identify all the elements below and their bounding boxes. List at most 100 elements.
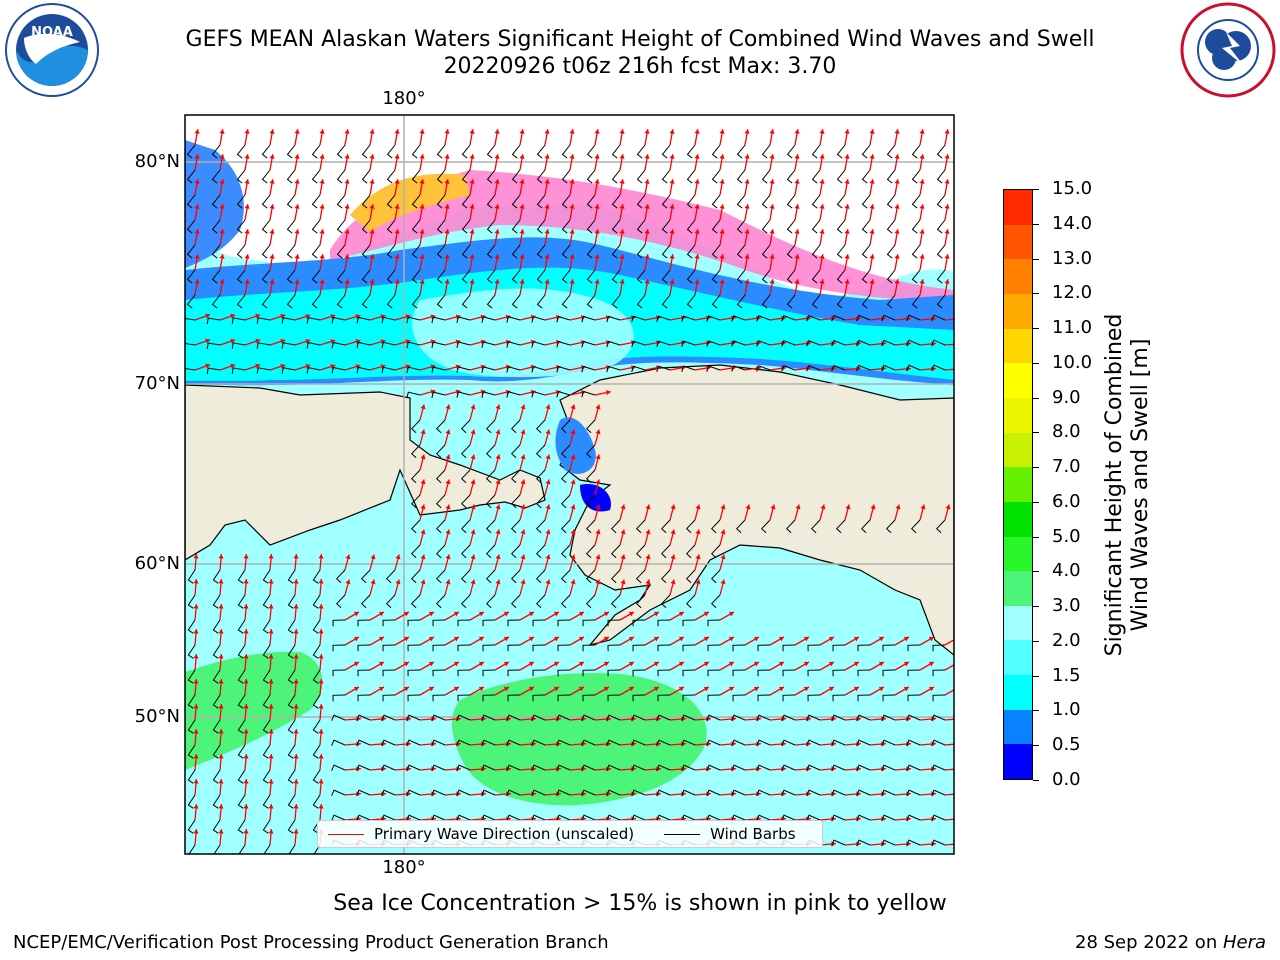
wind-barb (411, 294, 421, 309)
wind-barb (656, 739, 671, 746)
wind-barb (856, 364, 871, 372)
wind-barb (312, 569, 321, 584)
wave-direction-arrowhead (494, 279, 500, 284)
wave-direction-arrowhead (578, 661, 584, 667)
wave-direction-arrowhead (844, 154, 850, 159)
wind-barb (237, 594, 246, 609)
colorbar-tick-label: 1.0 (1052, 699, 1081, 721)
wave-direction-arrowhead (219, 254, 225, 259)
wind-barb (936, 169, 946, 184)
wave-direction-arrowhead (570, 579, 576, 585)
wave-direction-arrowhead (519, 129, 525, 134)
wind-barb (882, 694, 896, 702)
colorbar-segment (1004, 328, 1032, 364)
wave-direction-arrowhead (544, 179, 550, 184)
wave-direction-arrowhead (628, 686, 634, 692)
wave-direction-arrowhead (728, 661, 734, 667)
wave-direction-arrowhead (578, 611, 584, 617)
wind-barb (461, 144, 471, 159)
wind-barb (557, 694, 571, 702)
wave-direction-arrowhead (528, 686, 534, 692)
wind-barb (681, 340, 696, 347)
wind-barb (582, 694, 596, 702)
wind-barb (361, 269, 371, 284)
wind-barb (311, 294, 321, 309)
wave-direction-arrowhead (318, 554, 324, 559)
wave-direction-arrowhead (503, 686, 509, 692)
wave-direction-arrowhead (520, 454, 526, 460)
wave-direction-arrowhead (230, 363, 236, 369)
wind-barb (761, 269, 771, 284)
wave-direction-arrowhead (678, 636, 684, 642)
wind-barb (261, 144, 271, 159)
wave-direction-arrowhead (869, 129, 875, 134)
wind-barb (857, 669, 871, 677)
wind-barb (460, 519, 471, 534)
footer-host: Hera (1222, 932, 1266, 953)
wind-barb (761, 219, 771, 234)
wind-barb (881, 814, 896, 821)
wave-direction-arrowhead (355, 314, 361, 320)
wave-direction-arrowhead (670, 554, 676, 560)
wave-direction-arrowhead (219, 279, 225, 284)
wave-direction-arrowhead (694, 254, 700, 259)
wave-direction-arrowhead (919, 229, 925, 234)
wave-direction-arrowhead (453, 661, 459, 667)
wind-barb (807, 694, 821, 702)
wind-barb (482, 644, 496, 652)
wind-barb (261, 294, 271, 309)
wind-barb (536, 194, 546, 209)
wind-barb (710, 519, 721, 534)
wave-direction-arrowhead (919, 254, 925, 259)
wave-direction-arrowhead (244, 204, 250, 209)
wind-barb (781, 789, 796, 796)
wave-direction-arrowhead (193, 729, 199, 734)
wave-direction-arrowhead (394, 229, 400, 234)
wind-barb (385, 594, 396, 609)
wind-barb (411, 219, 421, 234)
wave-direction-arrowhead (280, 338, 286, 344)
wave-direction-arrowhead (744, 229, 750, 234)
wind-barb (237, 794, 246, 809)
wave-direction-arrowhead (269, 229, 275, 234)
wave-direction-arrowhead (794, 254, 800, 259)
wave-direction-arrowhead (194, 204, 200, 209)
wind-barb (535, 469, 546, 484)
wind-barb (831, 739, 846, 746)
wind-barb (606, 365, 621, 373)
wave-direction-arrowhead (355, 339, 361, 345)
wind-barb (506, 341, 521, 348)
wave-direction-arrowhead (344, 179, 350, 184)
colorbar-tick-label: 13.0 (1052, 247, 1093, 269)
wave-direction-arrowhead (470, 554, 476, 560)
wind-barb (485, 544, 496, 559)
wind-barb (831, 339, 846, 347)
wind-barb (535, 444, 546, 459)
wind-barb (312, 719, 321, 734)
wave-direction-arrowhead (353, 611, 359, 617)
wind-barb (461, 194, 471, 209)
wind-barb (831, 789, 846, 796)
wave-direction-arrowhead (645, 529, 651, 535)
wave-direction-arrowhead (694, 129, 700, 134)
wind-barb (211, 269, 221, 284)
wind-barb (657, 694, 671, 702)
wave-direction-arrowhead (844, 179, 850, 184)
wave-direction-arrowhead (218, 679, 224, 684)
wave-direction-arrowhead (193, 704, 199, 709)
wave-direction-arrowhead (193, 754, 199, 759)
wave-direction-arrowhead (769, 179, 775, 184)
wind-barb (356, 316, 371, 324)
wave-direction-arrowhead (305, 314, 311, 319)
wave-direction-arrowhead (294, 279, 300, 284)
wind-barb (932, 694, 946, 702)
wind-barb (811, 194, 821, 209)
wind-barb (356, 814, 371, 821)
wind-barb (906, 739, 921, 746)
wind-barb (931, 789, 946, 796)
wind-barb (386, 194, 396, 209)
wave-direction-arrowhead (894, 254, 900, 259)
wind-barb (706, 814, 721, 821)
wave-direction-arrowhead (919, 279, 925, 284)
wind-barb (406, 789, 421, 796)
